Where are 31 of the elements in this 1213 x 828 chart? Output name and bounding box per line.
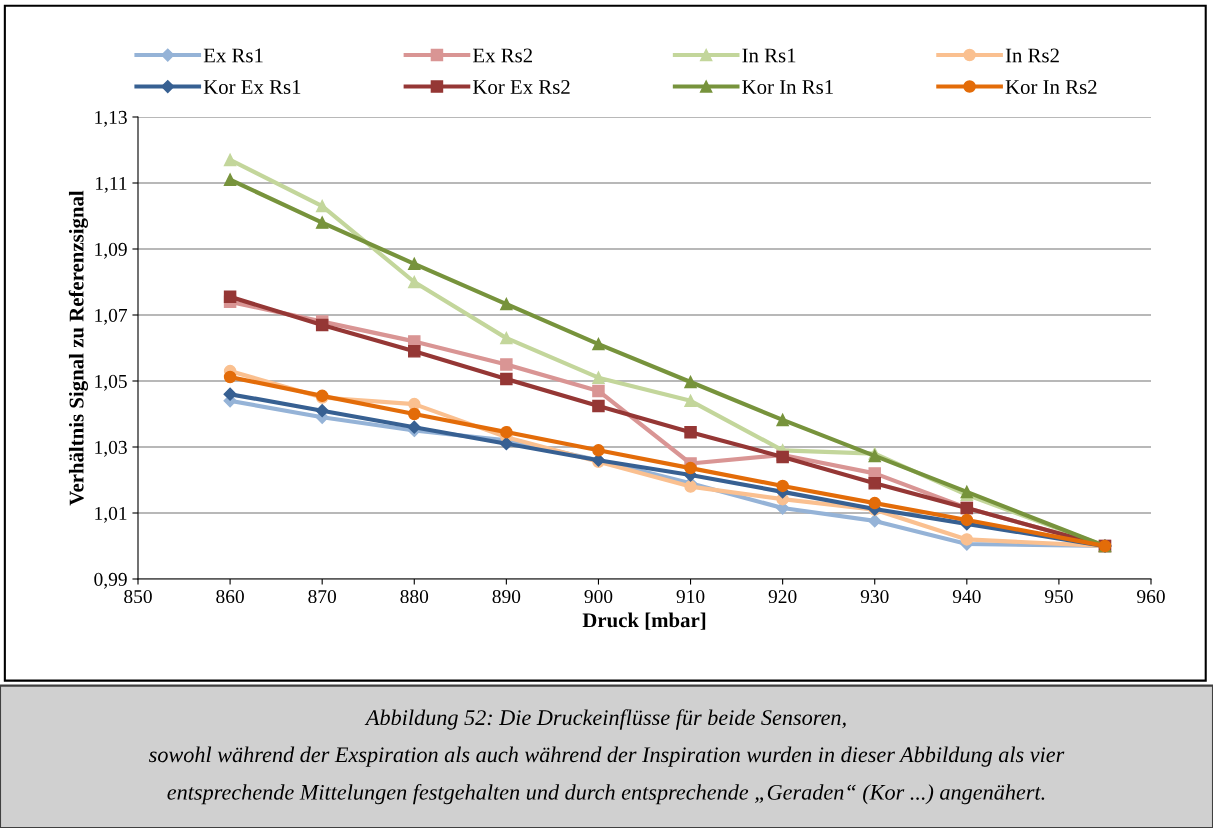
x-tick-label: 940	[952, 589, 981, 604]
legend-label: Kor Ex Rs1	[203, 80, 301, 95]
x-tick-label: 930	[860, 589, 889, 604]
x-tick-label: 870	[308, 589, 337, 604]
x-tick-label: 880	[400, 589, 429, 604]
y-tick-label: 1,01	[95, 506, 127, 523]
x-axis-title: Druck [mbar]	[582, 612, 706, 630]
y-tick-label: 1,13	[95, 110, 127, 127]
legend-label: Kor Ex Rs2	[472, 80, 570, 95]
y-tick-label: 0,99	[94, 572, 127, 589]
y-tick-label: 1,03	[95, 440, 127, 457]
x-tick-label: 960	[1137, 589, 1165, 604]
y-tick-label: 1,07	[95, 308, 128, 325]
x-tick-label: 890	[492, 589, 521, 604]
x-tick-label: 920	[768, 589, 797, 604]
x-tick-label: 910	[676, 589, 705, 604]
legend-label: In Rs2	[1005, 48, 1059, 63]
x-tick-label: 950	[1044, 589, 1073, 604]
x-tick-label: 850	[124, 589, 152, 604]
legend-label: In Rs1	[742, 48, 796, 63]
x-tick-label: 900	[584, 589, 613, 604]
x-tick-label: 860	[216, 589, 244, 604]
y-tick-label: 1,09	[95, 242, 127, 259]
legend-label: Kor In Rs1	[742, 80, 833, 95]
legend-label: Kor In Rs2	[1005, 80, 1097, 95]
y-axis-title: Verhältnis Signal zu Referenzsignal	[68, 190, 88, 506]
text: Abbildung 52: Die Druckeinflüsse für beide Sensoren, sowohl während der Exspiration als auch während der Inspiration wurden in dieser Abbildung als vier entsprechende Mittelungen festgehalten und durch entsprechende „Geraden“ (Kor ...) angenähert.	[148, 709, 1065, 805]
legend-label: Ex Rs1	[203, 48, 263, 63]
y-tick-label: 1,11	[96, 176, 127, 193]
legend-label: Ex Rs2	[472, 48, 532, 63]
y-tick-label: 1,05	[95, 374, 127, 391]
